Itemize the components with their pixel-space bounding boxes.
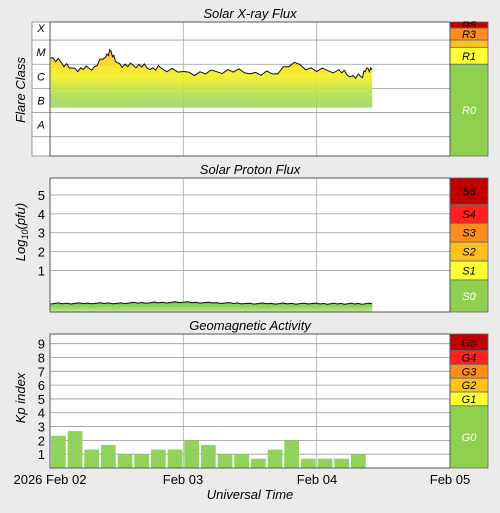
xray-plot-border	[49, 21, 451, 157]
x-tick-label-feb02: 2026 Feb 02	[13, 472, 86, 487]
xray-y-axis-label: Flare Class	[13, 57, 28, 123]
xray-scale-r0-label: R0	[462, 105, 477, 117]
kp-bar	[334, 458, 349, 468]
x-axis-label: Universal Time	[207, 487, 294, 502]
xray-class-label-B: B	[37, 95, 44, 107]
kp-scale-g1-label: G1	[462, 394, 477, 406]
grid-layer	[32, 22, 450, 468]
kp-tick-label-3: 3	[38, 420, 45, 435]
kp-plot-area	[50, 334, 450, 468]
xray-flux-line	[49, 48, 373, 80]
proton-y-label-log: Log	[13, 239, 28, 261]
xray-class-box-outline	[31, 21, 51, 157]
kp-tick-label-9: 9	[38, 337, 45, 352]
xray-class-label-X: X	[36, 23, 45, 35]
proton-plot-area	[50, 178, 450, 312]
kp-bar	[234, 454, 249, 468]
kp-bar	[184, 440, 199, 468]
kp-bar	[301, 458, 316, 468]
proton-y-label-subscript: 10	[20, 230, 30, 240]
proton-tick-label-3: 3	[38, 226, 45, 241]
kp-bar	[101, 444, 116, 468]
data-layer	[49, 48, 373, 468]
kp-scale-g0-label: G0	[462, 432, 478, 444]
kp-scale-g4-label: G4	[462, 352, 477, 364]
kp-bar	[217, 454, 233, 468]
xray-panel-title: Solar X-ray Flux	[203, 6, 297, 21]
kp-bar	[351, 454, 366, 468]
kp-tick-label-2: 2	[38, 433, 45, 448]
proton-scale-s2-label: S2	[462, 247, 475, 259]
kp-bar	[251, 458, 266, 468]
proton-tick-label-1: 1	[38, 263, 45, 278]
proton-scale-s5-label: S5	[462, 186, 476, 198]
proton-tick-label-5: 5	[38, 188, 45, 203]
proton-scale-s5	[449, 177, 489, 205]
proton-scale-s3-label: S3	[462, 228, 476, 240]
kp-bar	[134, 454, 149, 468]
kp-bar	[284, 440, 299, 468]
kp-plot-border	[49, 333, 451, 469]
proton-scale-s4-label: S4	[462, 209, 475, 221]
x-tick-label-feb03: Feb 03	[163, 472, 203, 487]
proton-panel-title: Solar Proton Flux	[200, 162, 301, 177]
kp-bar	[167, 449, 183, 468]
xray-scale-r0	[449, 63, 489, 157]
proton-y-axis-label: Log10(pfu)	[13, 203, 30, 261]
proton-y-label-unit: (pfu)	[13, 203, 28, 230]
xray-class-label-M: M	[36, 47, 46, 59]
proton-plot-border	[49, 177, 451, 313]
proton-flux-line	[49, 301, 373, 305]
kp-scale-g3-label: G3	[462, 366, 478, 378]
kp-tick-label-4: 4	[38, 406, 45, 421]
scale-layer: ABCMX12345123456789R5R3R1R0S5S4S3S2S1S0G…	[36, 20, 489, 469]
xray-scale-r1-label: R1	[462, 51, 476, 63]
proton-tick-label-2: 2	[38, 245, 45, 260]
kp-tick-label-6: 6	[38, 378, 45, 393]
kp-bar	[151, 449, 166, 468]
kp-scale-g5-label: G5	[462, 337, 478, 349]
kp-panel-title: Geomagnetic Activity	[189, 318, 312, 333]
xray-class-label-C: C	[37, 71, 45, 83]
xray-class-label-A: A	[36, 120, 44, 132]
xray-class-boxes	[31, 21, 51, 157]
kp-bar	[201, 444, 216, 468]
proton-flux-area	[50, 301, 373, 312]
kp-tick-label-7: 7	[38, 364, 45, 379]
kp-bar	[317, 458, 333, 468]
kp-bar	[67, 431, 83, 468]
kp-tick-label-8: 8	[38, 350, 45, 365]
kp-bar	[51, 435, 66, 468]
kp-bar	[267, 449, 283, 468]
kp-scale-g2-label: G2	[462, 380, 477, 392]
kp-y-axis-label: Kp index	[13, 372, 28, 423]
x-tick-label-feb05: Feb 05	[430, 472, 470, 487]
proton-tick-label-4: 4	[38, 207, 45, 222]
xray-scale-r2	[449, 39, 489, 48]
xray-scale-r3-label: R3	[462, 29, 477, 41]
proton-scale-s0-label: S0	[462, 291, 476, 303]
kp-tick-label-5: 5	[38, 392, 45, 407]
xray-flux-area	[50, 49, 373, 108]
proton-scale-s0	[449, 279, 489, 313]
proton-scale-s1-label: S1	[462, 265, 475, 277]
kp-bar	[84, 449, 99, 468]
x-tick-label-feb04: Feb 04	[297, 472, 337, 487]
kp-bar	[117, 454, 133, 468]
kp-tick-label-1: 1	[38, 447, 45, 462]
